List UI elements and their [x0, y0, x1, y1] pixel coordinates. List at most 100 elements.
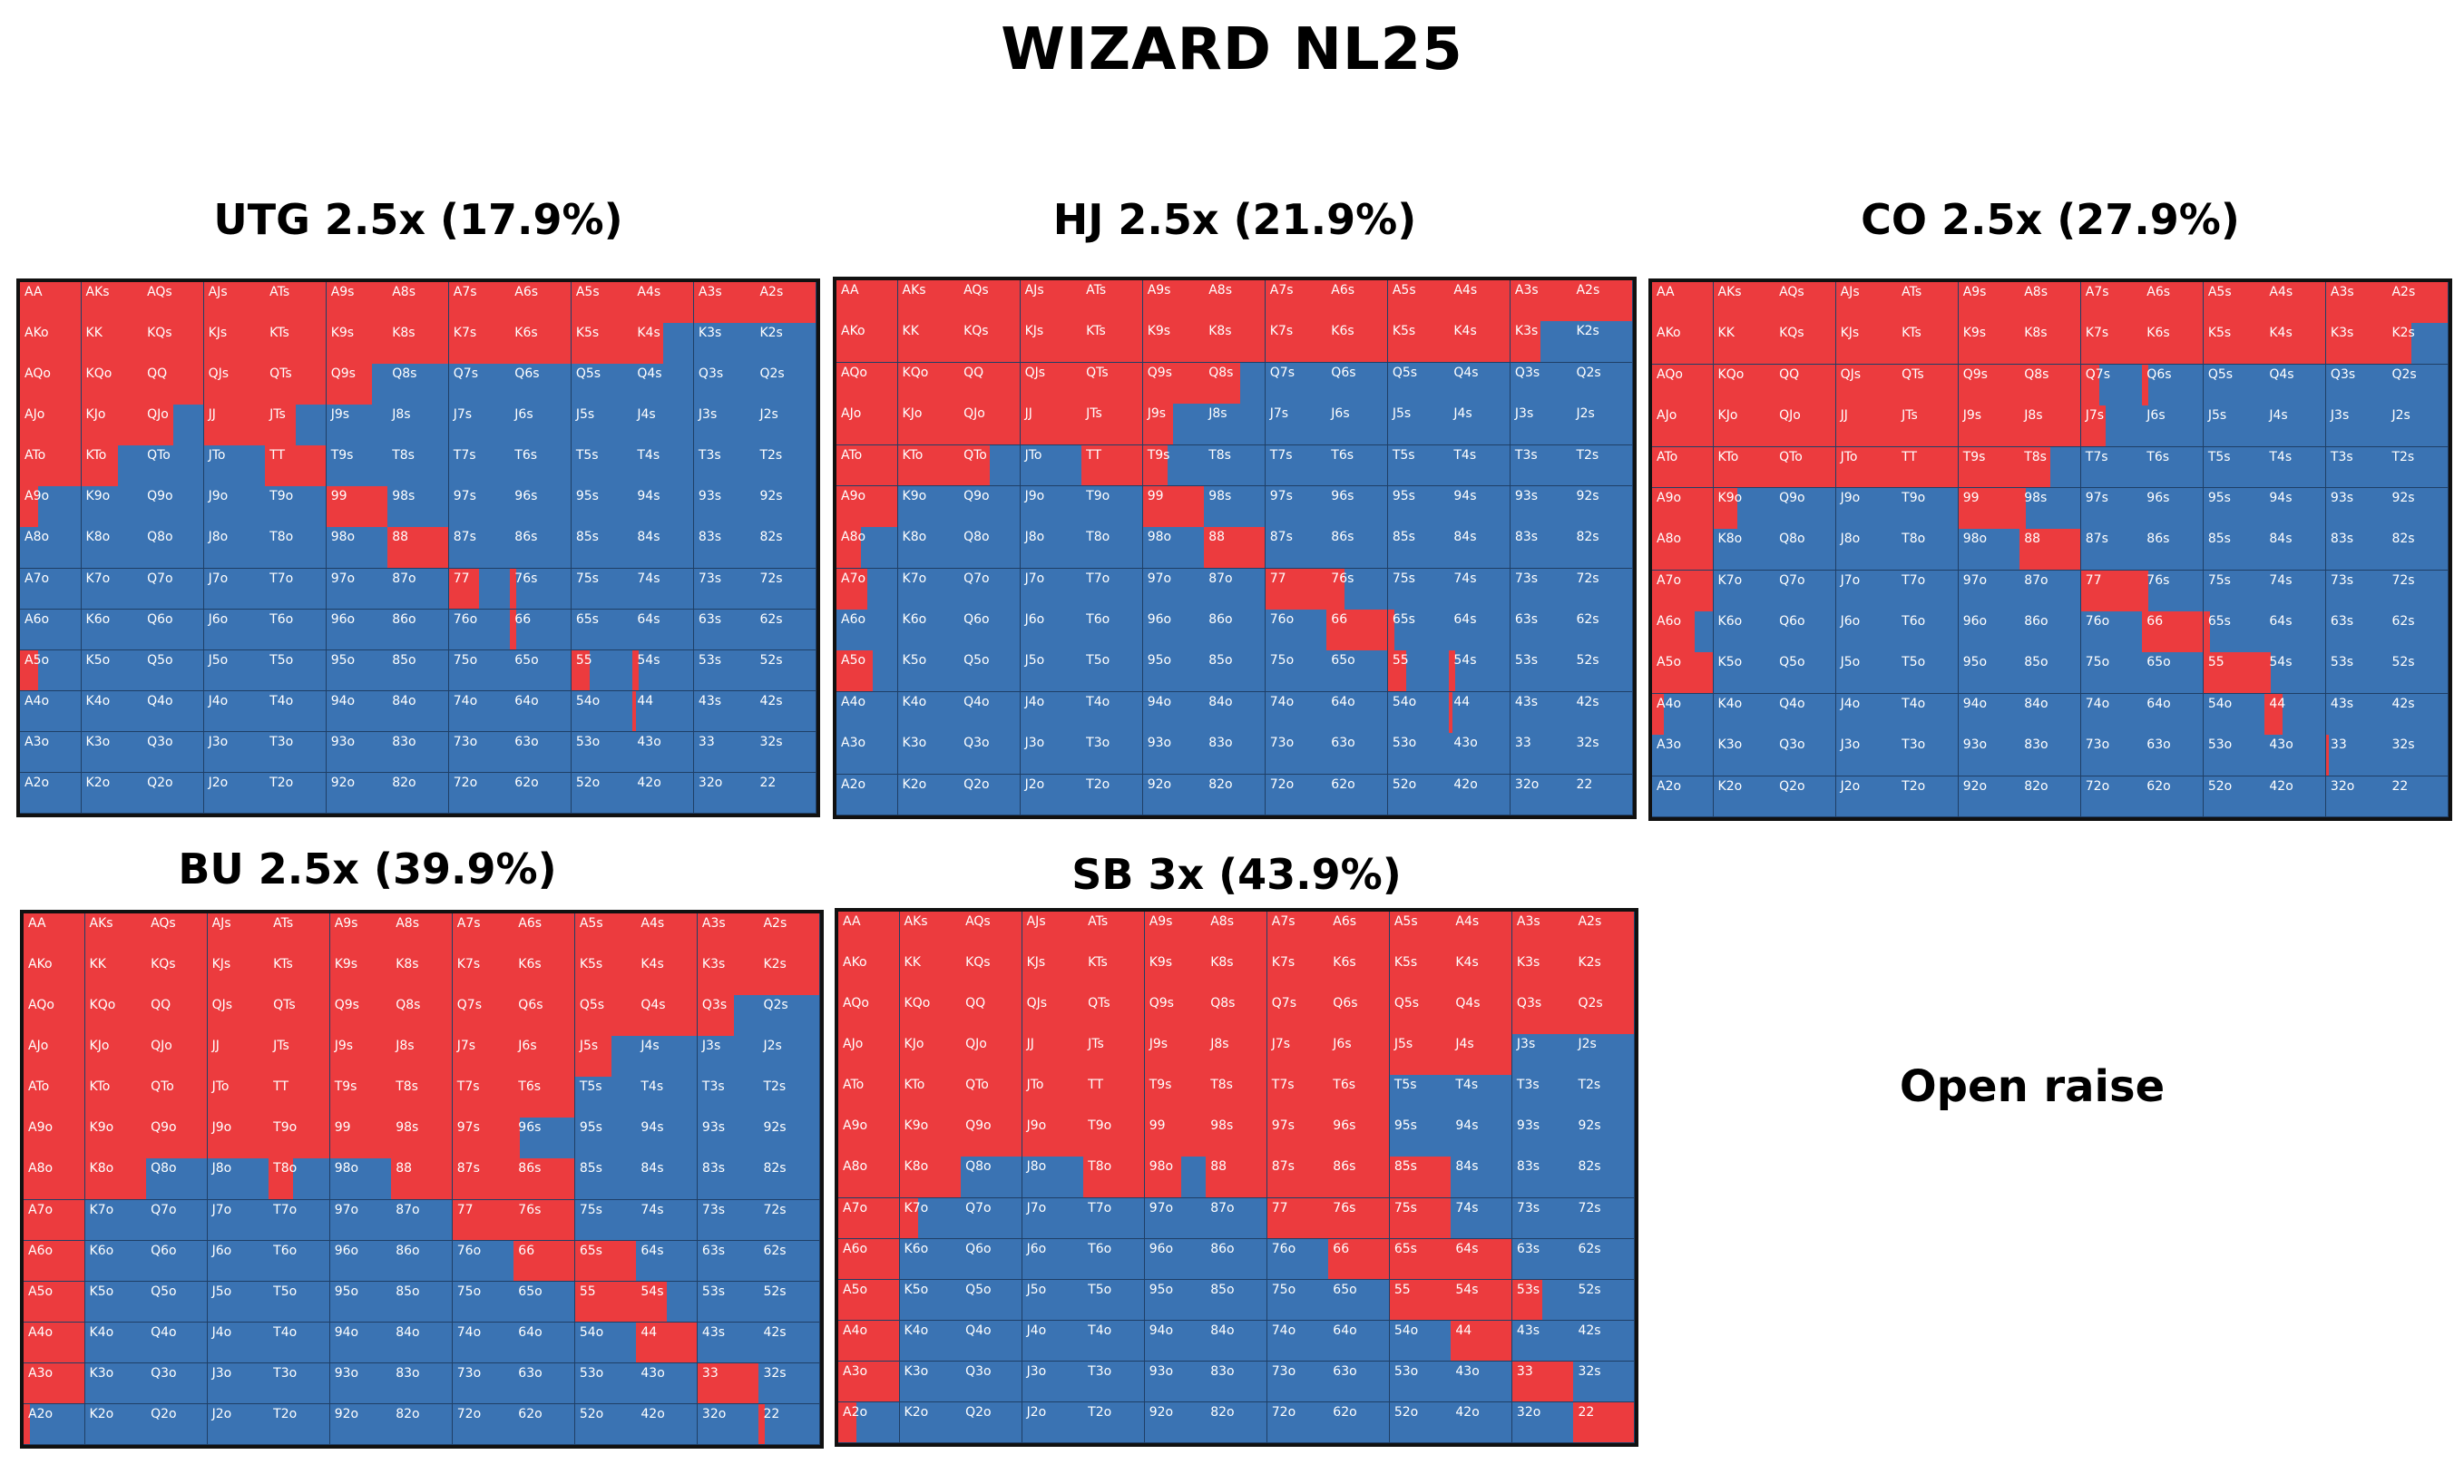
hand-cell-utg-66: 66 — [510, 609, 572, 651]
hand-label: K3o — [1717, 737, 1743, 753]
hand-cell-hj-T5s: T5s — [1387, 444, 1450, 487]
hand-label: 74o — [456, 1324, 482, 1340]
hand-label: 85o — [1208, 653, 1233, 669]
hand-cell-bu-65o: 65o — [513, 1281, 576, 1323]
hand-cell-utg-T9s: T9s — [326, 445, 388, 487]
hand-label: AKo — [24, 326, 49, 341]
hand-label: 74s — [1453, 571, 1477, 586]
raise-fill — [897, 321, 959, 363]
hand-label: T4s — [1453, 447, 1477, 463]
hand-label: 73s — [698, 571, 722, 586]
hand-label: Q8s — [396, 998, 421, 1013]
hand-cell-co-Q7o: Q7o — [1775, 570, 1837, 612]
raise-fill — [24, 1281, 85, 1323]
hand-label: QTs — [269, 366, 292, 382]
hand-label: Q2s — [763, 998, 788, 1013]
hand-label: 53o — [1393, 1363, 1419, 1379]
raise-fill — [574, 995, 636, 1036]
hand-label: 75s — [2207, 572, 2231, 588]
raise-fill — [1142, 485, 1204, 527]
raise-fill — [1451, 1320, 1512, 1362]
hand-label: Q8s — [1210, 996, 1236, 1011]
hand-label: K7o — [902, 571, 927, 586]
raise-fill — [1206, 993, 1267, 1034]
hand-label: T9o — [1086, 488, 1110, 503]
panel-title-hj: HJ 2.5x (21.9%) — [1052, 195, 1417, 244]
hand-cell-bu-Q7o: Q7o — [146, 1199, 209, 1242]
hand-label: A4s — [2269, 285, 2293, 299]
hand-label: J4s — [2269, 408, 2288, 424]
raise-fill — [265, 445, 327, 486]
hand-label: JTs — [273, 1039, 289, 1054]
raise-fill — [1265, 568, 1326, 610]
raise-fill — [1958, 282, 2019, 323]
hand-cell-bu-QTo: QTo — [146, 1077, 209, 1118]
hand-cell-sb-AJo: AJo — [838, 1034, 901, 1076]
hand-label: 43o — [1453, 736, 1478, 751]
hand-label: T5o — [1902, 655, 1926, 670]
hand-cell-co-T8o: T8o — [1897, 529, 1960, 571]
hand-label: K3s — [1516, 955, 1540, 971]
raise-fill — [758, 913, 820, 954]
hand-cell-utg-54s: 54s — [632, 649, 695, 692]
hand-label: J3s — [698, 407, 718, 423]
raise-fill — [448, 282, 510, 323]
hand-cell-bu-ATs: ATs — [269, 913, 331, 955]
hand-label: A8s — [396, 916, 419, 931]
hand-label: 72o — [456, 1406, 482, 1421]
raise-fill — [20, 486, 39, 527]
hand-label: A7s — [2085, 285, 2109, 299]
raise-fill — [452, 954, 513, 995]
hand-label: K7o — [89, 1202, 114, 1217]
raise-fill — [838, 1116, 900, 1157]
hand-cell-co-KTo: KTo — [1713, 446, 1775, 489]
hand-label: 73o — [456, 1365, 482, 1381]
raise-fill — [391, 995, 453, 1036]
hand-cell-bu-KJo: KJo — [84, 1036, 147, 1078]
hand-label: 74s — [640, 1202, 664, 1217]
hand-cell-co-K3s: K3s — [2325, 323, 2388, 366]
hand-label: 84s — [637, 530, 660, 545]
raise-fill — [1266, 1034, 1328, 1075]
hand-cell-bu-54o: 54o — [574, 1322, 637, 1364]
hand-cell-utg-K2o: K2o — [81, 772, 143, 814]
raise-fill — [1204, 321, 1266, 363]
hand-cell-utg-65o: 65o — [510, 649, 572, 692]
hand-cell-co-86s: 86s — [2142, 529, 2205, 571]
raise-fill — [510, 323, 572, 364]
hand-label: A9o — [28, 1120, 54, 1136]
hand-label: AQo — [28, 998, 54, 1013]
hand-label: 86o — [392, 611, 416, 627]
hand-cell-sb-87s: 87s — [1266, 1157, 1329, 1199]
hand-label: J6s — [518, 1039, 537, 1054]
hand-cell-hj-J9o: J9o — [1020, 485, 1082, 528]
hand-label: K2o — [1717, 778, 1743, 794]
panel-title-utg: UTG 2.5x (17.9%) — [213, 195, 623, 244]
hand-cell-bu-99: 99 — [329, 1118, 392, 1159]
hand-cell-utg-J7s: J7s — [448, 405, 511, 446]
hand-cell-co-76o: 76o — [2080, 611, 2143, 653]
hand-label: K5o — [1717, 655, 1743, 670]
hand-label: K6o — [1717, 614, 1743, 630]
hand-cell-hj-K7o: K7o — [897, 568, 960, 610]
hand-cell-co-42o: 42o — [2264, 776, 2327, 817]
hand-label: 74o — [1271, 1323, 1296, 1338]
raise-fill — [1265, 321, 1326, 363]
hand-label: J9o — [208, 489, 229, 504]
range-panel-hj: HJ 2.5x (21.9%) AA AKs AQs AJs ATs A9s A8s A7s A… — [833, 186, 1637, 821]
hand-cell-co-AKo: AKo — [1652, 323, 1715, 366]
raise-fill — [1204, 280, 1266, 321]
hand-cell-co-J7o: J7o — [1835, 570, 1898, 612]
hand-label: QJo — [151, 1039, 172, 1054]
raise-fill — [1573, 912, 1635, 952]
hand-label: 76o — [1269, 612, 1295, 628]
hand-label: 86s — [1331, 530, 1354, 545]
hand-cell-sb-74s: 74s — [1451, 1197, 1513, 1240]
hand-cell-bu-T4s: T4s — [636, 1077, 699, 1118]
hand-cell-utg-22: 22 — [755, 772, 816, 814]
hand-label: 75o — [453, 652, 478, 668]
hand-label: 86o — [2024, 614, 2048, 630]
hand-cell-utg-T5s: T5s — [571, 445, 633, 487]
hand-label: 32o — [2330, 778, 2355, 794]
hand-label: J8s — [1210, 1037, 1229, 1052]
